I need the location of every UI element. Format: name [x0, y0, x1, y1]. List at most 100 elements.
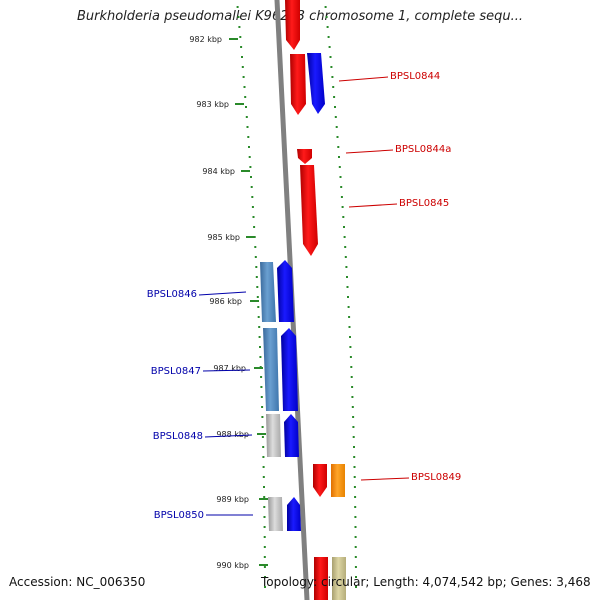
ring-dot	[340, 186, 343, 188]
ring-dot	[351, 386, 354, 388]
ring-dot	[255, 266, 258, 268]
ring-dot	[257, 306, 260, 308]
scale-label: 988 kbp	[216, 430, 249, 439]
gene-arrow-steel[interactable]	[263, 328, 279, 411]
gene-arrow-gray[interactable]	[266, 414, 281, 457]
ring-dot	[353, 466, 356, 468]
ring-dot	[338, 156, 340, 158]
ring-dot	[345, 266, 348, 268]
ring-dot	[244, 96, 247, 98]
ring-dot	[348, 316, 351, 318]
gene-bpsl0848[interactable]: BPSL0848	[153, 414, 299, 457]
scale-label: 990 kbp	[216, 561, 249, 570]
ring-dot	[353, 446, 355, 448]
ring-dot	[326, 26, 329, 28]
scale-label: 987 kbp	[213, 364, 246, 373]
scale-label: 984 kbp	[202, 167, 235, 176]
gene-arrow-red[interactable]	[297, 149, 312, 164]
gene-arrow-red[interactable]	[313, 464, 327, 497]
ring-dot	[352, 416, 355, 418]
ring-dot	[249, 166, 252, 168]
gene-label-bpsl0848[interactable]: BPSL0848	[153, 431, 203, 442]
gene-arrow-blue[interactable]	[284, 414, 299, 457]
gene-bpsl0846[interactable]: BPSL0846	[147, 260, 294, 322]
scale-ring-left	[236, 6, 266, 588]
ring-dot	[263, 516, 266, 518]
ring-dot	[330, 66, 333, 68]
gene-arrow-red[interactable]	[314, 557, 328, 600]
ring-dot	[344, 256, 347, 258]
gene-bpsl0849[interactable]: BPSL0849	[313, 464, 461, 497]
ring-dot	[327, 36, 330, 38]
ring-dot	[245, 106, 247, 108]
ring-dot	[334, 116, 337, 118]
gene-arrow-red[interactable]	[290, 54, 306, 115]
ring-dot	[250, 186, 253, 188]
scale-ticks: 982 kbp 983 kbp 984 kbp 985 kbp 986 kbp …	[189, 35, 268, 570]
gene-arrow-blue[interactable]	[277, 260, 294, 322]
ring-dot	[261, 416, 264, 418]
gene-arrow-red[interactable]	[285, 0, 300, 50]
ring-dot	[263, 566, 266, 568]
ring-dot	[242, 76, 245, 78]
scale-label: 983 kbp	[196, 100, 229, 109]
ring-dot	[262, 446, 265, 448]
gene-label-bpsl0847[interactable]: BPSL0847	[151, 366, 201, 377]
ring-dot	[263, 506, 266, 508]
gene-arrow-orange[interactable]	[331, 464, 345, 497]
ring-dot	[248, 146, 250, 148]
gene-bpsl0844[interactable]: BPSL0844	[290, 53, 440, 115]
gene-label-bpsl0849[interactable]: BPSL0849	[411, 472, 461, 483]
ring-dot	[340, 196, 343, 198]
gene-top-cutoff[interactable]	[285, 0, 300, 50]
ring-dot	[349, 336, 351, 338]
ring-dot	[263, 536, 266, 538]
gene-leader-line	[345, 149, 394, 154]
ring-dot	[333, 96, 336, 98]
ring-dot	[346, 286, 349, 288]
ring-dot	[248, 156, 251, 158]
ring-dot	[240, 46, 243, 48]
ring-dot	[247, 136, 250, 138]
gene-bpsl0847[interactable]: BPSL0847	[151, 328, 298, 411]
gene-label-bpsl0850[interactable]: BPSL0850	[154, 510, 204, 521]
ring-dot	[241, 66, 244, 68]
ring-dot	[355, 586, 357, 588]
ring-dot	[260, 386, 263, 388]
scale-label: 989 kbp	[216, 495, 249, 504]
ring-dot	[332, 86, 335, 88]
ring-dot	[354, 506, 357, 508]
gene-bpsl0850[interactable]: BPSL0850	[154, 497, 301, 531]
ring-dot	[256, 296, 259, 298]
gene-label-bpsl0846[interactable]: BPSL0846	[147, 289, 197, 300]
gene-label-bpsl0844a[interactable]: BPSL0844a	[395, 144, 451, 155]
ring-dot	[343, 236, 346, 238]
gene-arrow-blue[interactable]	[281, 328, 298, 411]
gene-bpsl0845[interactable]: BPSL0845	[300, 165, 449, 256]
gene-arrow-khaki[interactable]	[332, 557, 346, 600]
ring-dot	[342, 216, 345, 218]
ring-dot	[256, 286, 259, 288]
gene-arrow-red[interactable]	[300, 165, 318, 256]
gene-arrow-blue[interactable]	[287, 497, 301, 531]
ring-dot	[339, 176, 342, 178]
ring-dot	[351, 396, 354, 398]
gene-arrow-gray[interactable]	[268, 497, 283, 531]
ring-dot	[346, 276, 348, 278]
ring-dot	[329, 56, 332, 58]
gene-label-bpsl0845[interactable]: BPSL0845	[399, 198, 449, 209]
gene-bpsl0844a[interactable]: BPSL0844a	[297, 144, 451, 164]
ring-dot	[236, 6, 239, 8]
ring-dot	[253, 226, 256, 228]
ring-dot	[328, 46, 331, 48]
gene-label-bpsl0844[interactable]: BPSL0844	[390, 71, 440, 82]
scale-label: 986 kbp	[209, 297, 242, 306]
ring-dot	[354, 526, 357, 528]
ring-dot	[335, 126, 338, 128]
ring-dot	[237, 16, 240, 18]
gene-arrow-blue[interactable]	[307, 53, 325, 114]
gene-bottom-cutoff[interactable]	[314, 557, 346, 600]
ring-dot	[354, 496, 357, 498]
gene-arrow-steel[interactable]	[260, 262, 276, 322]
